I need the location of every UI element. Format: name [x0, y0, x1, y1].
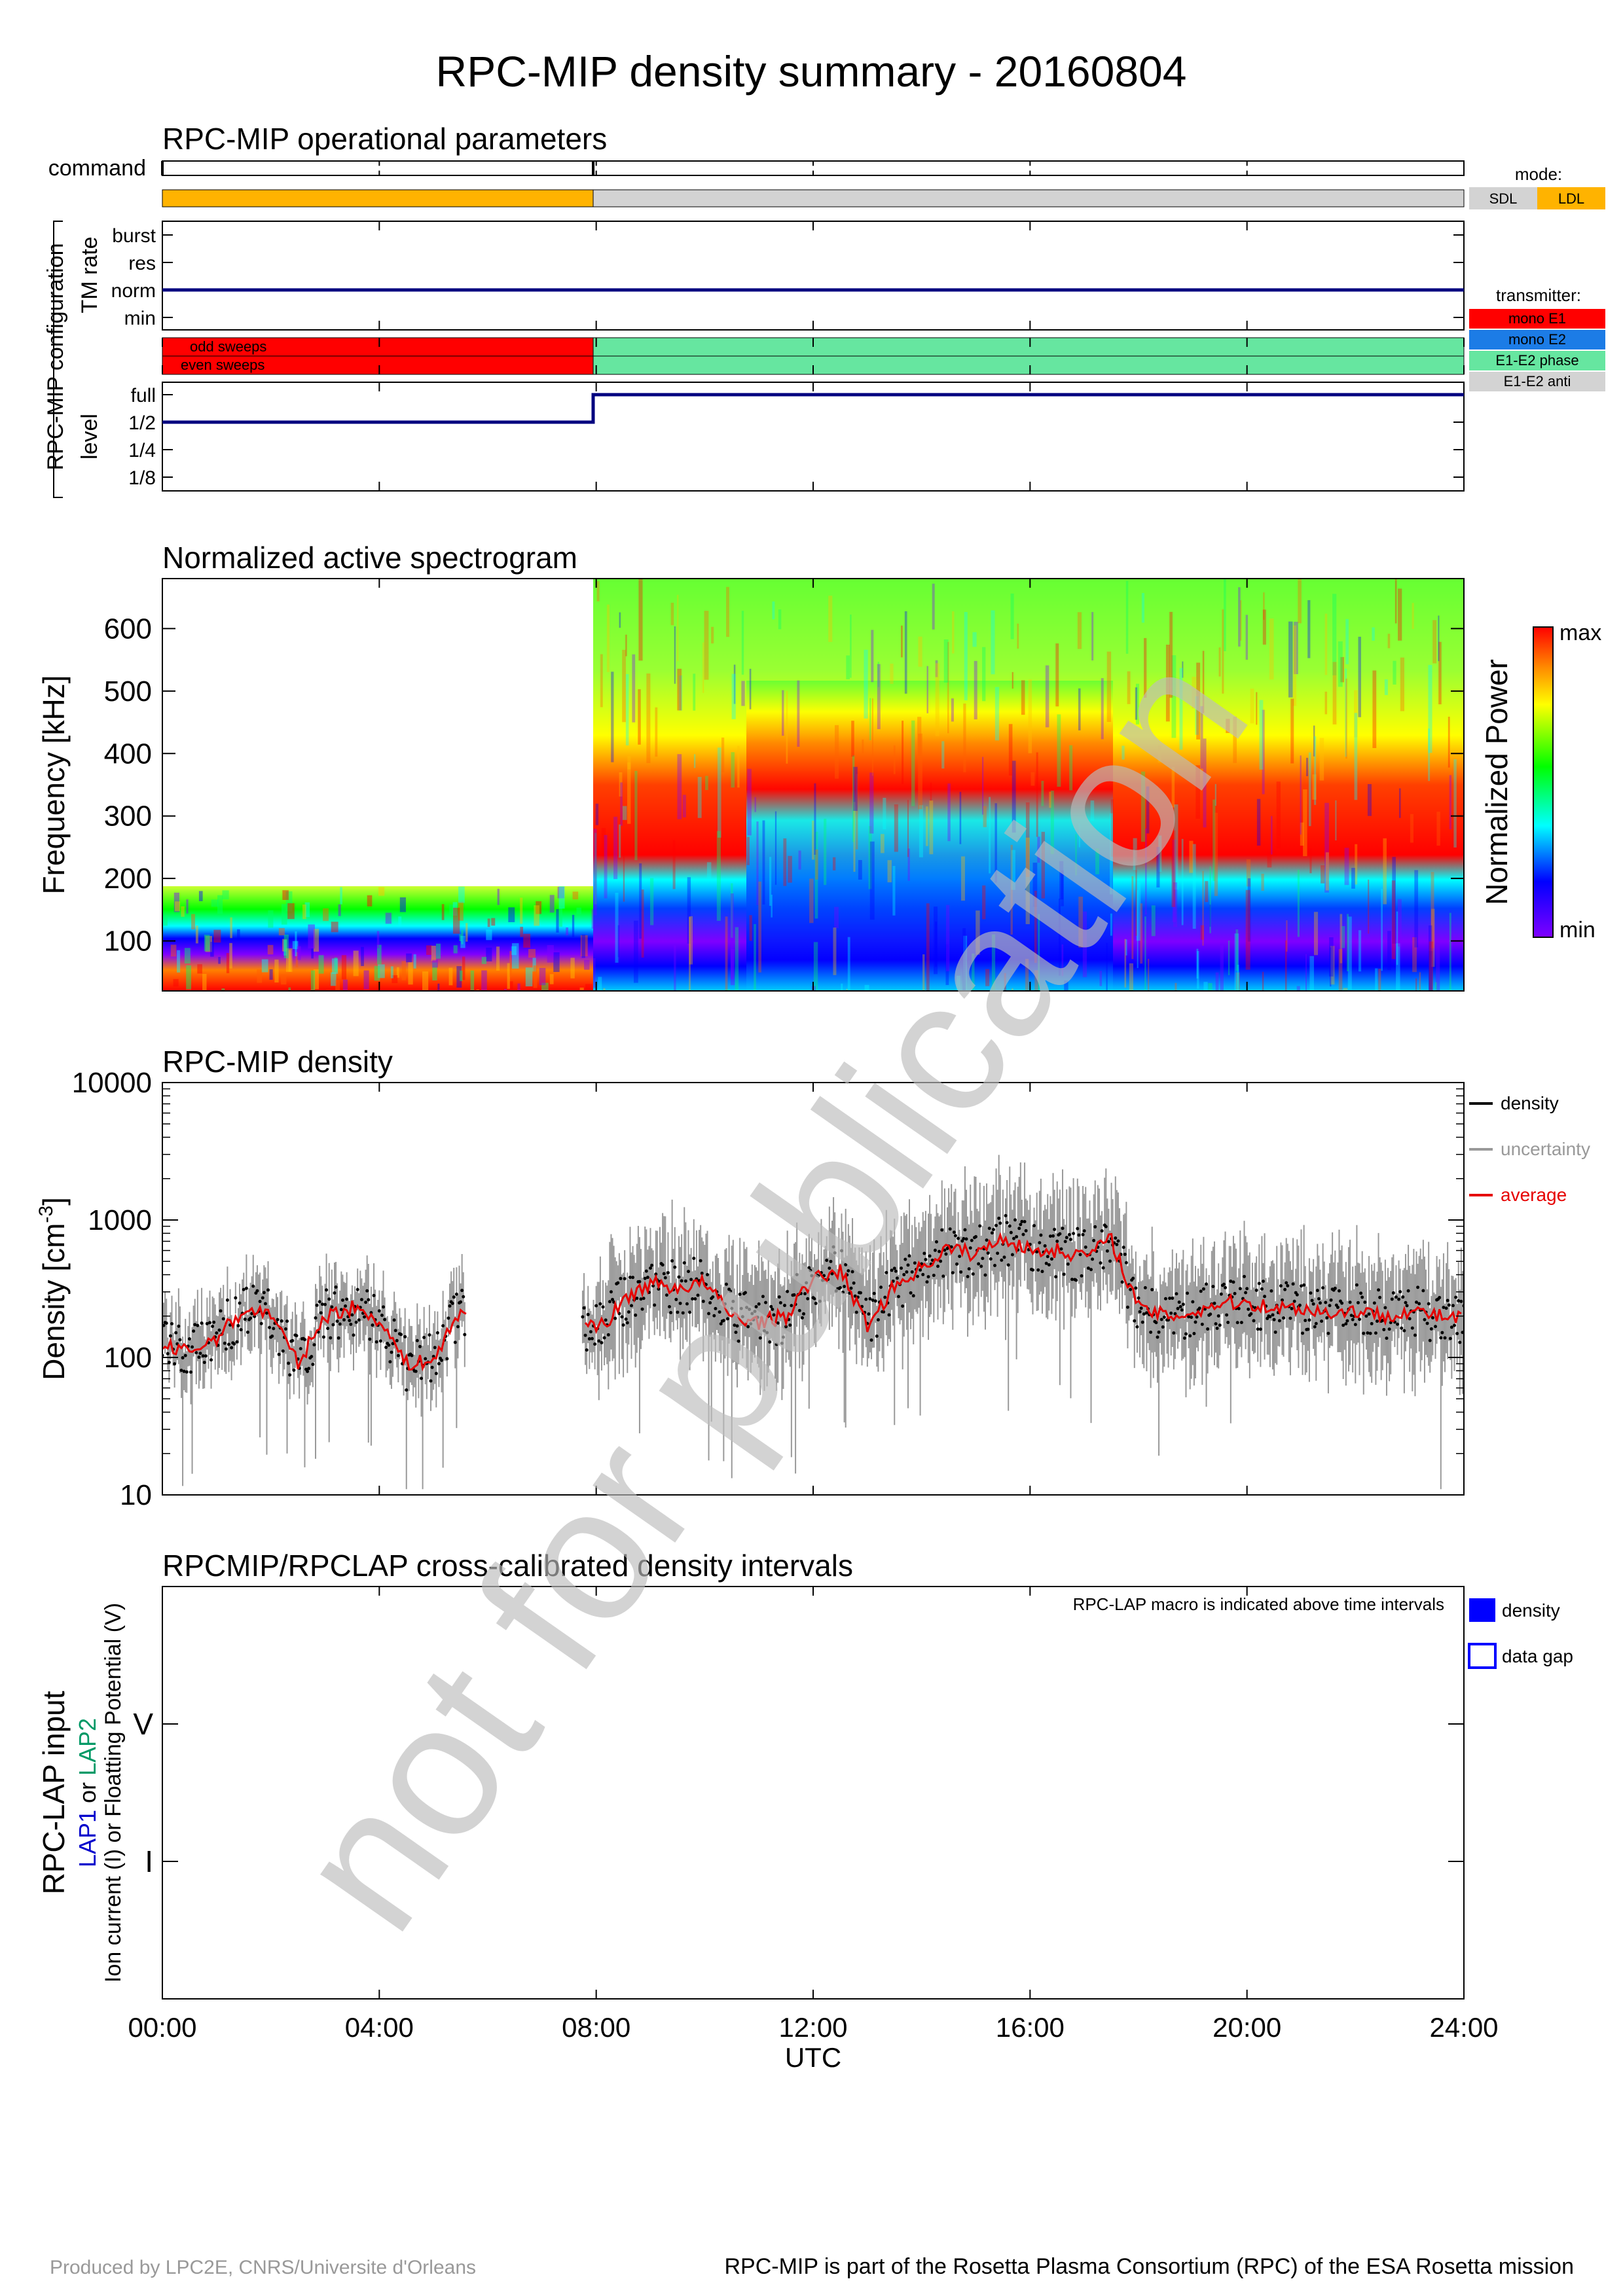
- colorbar-max: max: [1559, 620, 1601, 645]
- config-label: RPC-MIP configuration: [43, 243, 68, 470]
- colorbar: [1533, 626, 1554, 938]
- legend-uncertainty: uncertainty: [1501, 1139, 1590, 1159]
- spectrogram-ylabel: Frequency [kHz]: [37, 675, 71, 895]
- tx-legend-anti: E1-E2 anti: [1504, 373, 1571, 389]
- x-axis-label: UTC: [785, 2042, 841, 2073]
- transmitter-legend-title: transmitter:: [1496, 285, 1581, 305]
- density-ytick: 100: [104, 1342, 152, 1374]
- lap-ylabel-2: LAP1 or LAP2: [74, 1718, 101, 1867]
- density-panel: RPC-MIP density 10000 1000 100 10 Density […: [35, 1045, 1590, 1511]
- legend-average: average: [1501, 1185, 1567, 1205]
- tm-rate-label: TM rate: [77, 236, 102, 313]
- level-tick-quarter: 1/4: [128, 440, 156, 461]
- x-tick-label: 08:00: [562, 2012, 630, 2043]
- tx-legend-e2-swatch: [1469, 330, 1605, 350]
- mode-legend-ldl-swatch: [1537, 187, 1605, 209]
- spectrogram-title: Normalized active spectrogram: [162, 541, 577, 575]
- spectrogram-panel: Normalized active spectrogram Frequency …: [37, 541, 1601, 992]
- even-sweeps-label: even sweeps: [181, 357, 264, 373]
- lap-legend-density: density: [1502, 1600, 1560, 1621]
- even-sweeps-phase: [593, 355, 1465, 375]
- x-tick-label: 12:00: [778, 2012, 847, 2043]
- ops-panel: RPC-MIP operational parameters command b…: [43, 122, 1605, 498]
- footer-credit: Produced by LPC2E, CNRS/Universite d'Orl…: [50, 2257, 476, 2278]
- mode-bar-sdl: [593, 189, 1465, 207]
- mode-legend-sdl: SDL: [1489, 190, 1518, 207]
- level-box: [162, 382, 1465, 492]
- lap-panel: RPCMIP/RPCLAP cross-calibrated density i…: [37, 1549, 1573, 2000]
- lap-note: RPC-LAP macro is indicated above time in…: [1073, 1594, 1444, 1614]
- tm-level-min: min: [124, 308, 156, 329]
- mode-bar-ldl: [162, 189, 594, 207]
- density-ylabel: Density [cm-3]: [35, 1197, 71, 1380]
- lap-title: RPCMIP/RPCLAP cross-calibrated density i…: [162, 1549, 853, 1583]
- odd-sweeps-label: odd sweeps: [190, 338, 266, 355]
- tm-level-norm: norm: [111, 280, 156, 302]
- level-tick-half: 1/2: [128, 412, 156, 434]
- x-tick-label: 04:00: [345, 2012, 414, 2043]
- level-tick-full: full: [131, 385, 156, 406]
- density-title: RPC-MIP density: [162, 1045, 393, 1079]
- lap-legend-gap-swatch: [1468, 1643, 1497, 1669]
- colorbar-min: min: [1559, 918, 1596, 942]
- density-ytick: 1000: [88, 1204, 152, 1236]
- spectrogram-image: [162, 579, 1464, 991]
- level-label: level: [77, 414, 102, 459]
- density-average-line: [162, 1300, 467, 1372]
- level-tick-eighth: 1/8: [128, 467, 156, 489]
- tx-legend-e2: mono E2: [1508, 331, 1566, 348]
- x-tick-label: 00:00: [128, 2012, 196, 2043]
- legend-density: density: [1501, 1093, 1559, 1113]
- time-axis-ticks: [162, 161, 1465, 1999]
- tm-level-res: res: [128, 253, 156, 274]
- figure-title: RPC-MIP density summary - 20160804: [436, 47, 1187, 96]
- config-bracket: [53, 221, 63, 498]
- density-average-line: [584, 1232, 1462, 1335]
- colorbar-label: Normalized Power: [1480, 659, 1514, 905]
- lap-legend-gap: data gap: [1502, 1646, 1573, 1666]
- spectrogram-ytick: 400: [104, 738, 152, 770]
- mode-legend-title: mode:: [1515, 164, 1562, 184]
- tx-legend-e1: mono E1: [1508, 310, 1566, 327]
- x-tick-label: 16:00: [996, 2012, 1065, 2043]
- footer-mission: RPC-MIP is part of the Rosetta Plasma Co…: [724, 2254, 1574, 2279]
- density-ytick: 10: [120, 1479, 152, 1511]
- density-ytick: 10000: [72, 1067, 152, 1099]
- tx-legend-phase-swatch: [1469, 351, 1605, 370]
- spectrogram-ytick: 200: [104, 863, 152, 895]
- spectrogram-ytick: 100: [104, 925, 152, 958]
- spectrogram-ytick: 600: [104, 613, 152, 645]
- odd-sweeps-phase: [593, 337, 1465, 357]
- x-tick-label: 20:00: [1213, 2012, 1281, 2043]
- spectrogram-ytick: 500: [104, 675, 152, 708]
- tx-legend-anti-swatch: [1469, 372, 1605, 391]
- tm-rate-box: [162, 221, 1465, 331]
- tx-legend-e1-swatch: [1469, 309, 1605, 329]
- lap-ytick-v: V: [133, 1707, 153, 1741]
- spectrogram-ytick: 300: [104, 800, 152, 833]
- lap-ylabel-1: RPC-LAP input: [37, 1691, 71, 1894]
- mode-legend-ldl: LDL: [1558, 190, 1584, 207]
- lap-ylabel-3: Ion current (I) or Floatting Potential (…: [101, 1603, 126, 1982]
- command-label: command: [48, 156, 146, 181]
- ops-panel-title: RPC-MIP operational parameters: [162, 122, 607, 156]
- lap-ytick-i: I: [145, 1844, 153, 1878]
- level-line: [162, 393, 1464, 424]
- x-tick-label: 24:00: [1429, 2012, 1498, 2043]
- tm-level-burst: burst: [112, 225, 156, 247]
- tx-legend-phase: E1-E2 phase: [1495, 352, 1578, 368]
- lap-legend-density-swatch: [1469, 1598, 1495, 1622]
- mode-legend-sdl-swatch: [1469, 187, 1537, 209]
